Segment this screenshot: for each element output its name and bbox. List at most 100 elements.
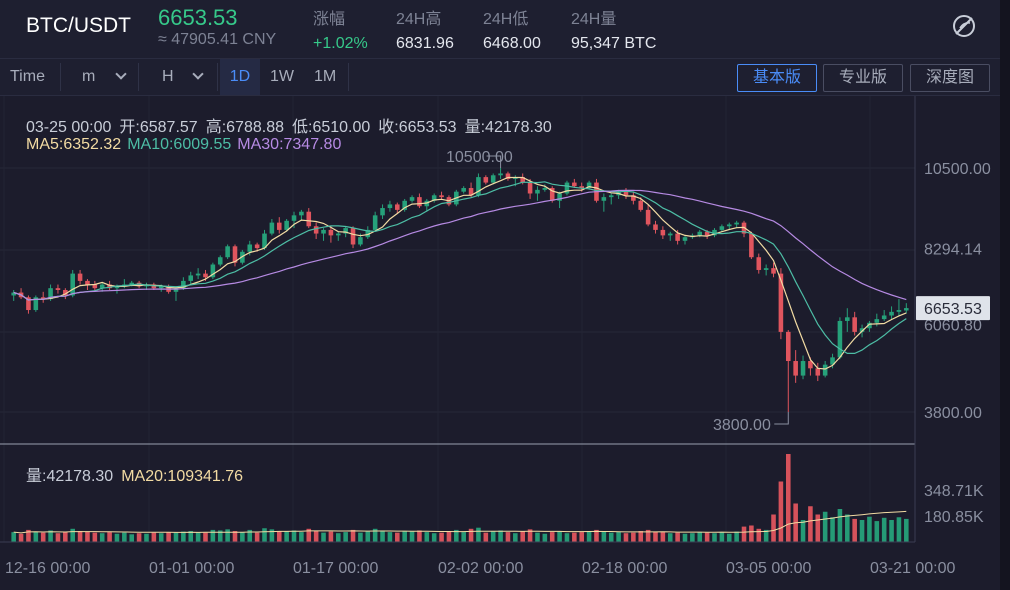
candle-body — [586, 182, 592, 189]
candle-body — [704, 231, 710, 236]
candle-body — [830, 357, 835, 365]
minute-dropdown-label: m — [82, 68, 96, 85]
volume-bar — [92, 532, 98, 542]
interval-1m[interactable]: 1M — [314, 68, 337, 85]
candle-body — [660, 229, 666, 236]
volume-bar — [690, 533, 695, 542]
candle-body — [195, 273, 201, 276]
volume-bar — [756, 528, 762, 542]
theme-toggle-icon[interactable] — [950, 12, 978, 40]
candle-body — [358, 237, 363, 245]
volume-bar — [734, 531, 739, 542]
volume-ma20-line — [13, 510, 907, 534]
volume-bar — [210, 529, 216, 542]
candle-body — [697, 231, 703, 236]
volume-bar — [881, 517, 887, 542]
view-depth-button[interactable]: 深度图 — [910, 64, 990, 92]
candle-body — [299, 211, 304, 216]
volume-bar — [173, 532, 179, 542]
candle-body — [380, 208, 385, 216]
interval-1w[interactable]: 1W — [270, 68, 294, 85]
candle-body — [63, 290, 68, 296]
volume-bar — [188, 531, 194, 542]
time-tick-label: 01-17 00:00 — [293, 560, 379, 577]
volume-bar — [771, 514, 776, 542]
volume-bar — [18, 533, 24, 542]
stat-change-value: +1.02% — [313, 35, 368, 52]
candle-body — [527, 182, 533, 194]
volume-bar — [26, 529, 31, 542]
ticker-header: BTC/USDT 6653.53 ≈ 47905.41 CNY 涨幅 +1.02… — [0, 0, 1000, 58]
volume-bar — [867, 516, 872, 542]
volume-bar — [409, 531, 415, 542]
interval-1d[interactable]: 1D — [220, 59, 260, 95]
volume-bar — [387, 532, 393, 542]
volume-bar — [306, 528, 312, 542]
volume-tick-label: 180.85K — [924, 509, 984, 526]
toolbar-divider — [217, 63, 218, 91]
volume-bar — [778, 481, 784, 542]
stat-24h-high: 24H高 6831.96 — [396, 5, 454, 53]
volume-bar — [40, 532, 46, 542]
hour-dropdown[interactable]: H — [162, 59, 204, 95]
candle-body — [778, 273, 784, 332]
volume-bar — [247, 529, 253, 542]
chart-axes: 3800.00 6060.80 8294.14 10500.00 6653.53 1050… — [0, 96, 991, 577]
price-tick-label: 10500.00 — [924, 161, 991, 178]
volume-bar — [623, 533, 629, 542]
volume-bar — [631, 532, 636, 542]
volume-bar — [321, 532, 326, 542]
readout-ma30: MA30:7347.80 — [237, 136, 342, 153]
view-basic-button[interactable]: 基本版 — [737, 64, 817, 92]
candle-body — [173, 288, 179, 292]
volume-bar — [395, 532, 400, 542]
trading-pair[interactable]: BTC/USDT — [26, 14, 131, 37]
volume-bar — [667, 533, 673, 542]
volume-bar — [99, 533, 105, 542]
hour-dropdown-label: H — [162, 68, 174, 85]
volume-bar — [328, 531, 334, 542]
candle-body — [498, 173, 503, 176]
candle-body — [129, 282, 135, 285]
candle-body — [158, 286, 164, 289]
volume-bar — [808, 506, 813, 542]
volume-bar — [291, 530, 297, 542]
candle-body — [476, 177, 481, 196]
candle-body — [247, 244, 253, 252]
candle-body — [461, 188, 466, 192]
view-pro-button[interactable]: 专业版 — [823, 64, 903, 92]
candle-body — [667, 233, 673, 236]
toolbar-divider — [348, 63, 349, 91]
candle-body — [181, 280, 186, 289]
candle-body — [490, 175, 496, 183]
minute-dropdown[interactable]: m — [82, 59, 127, 95]
volume-bar — [195, 532, 201, 542]
volume-bar — [262, 528, 267, 542]
volume-bar — [490, 531, 496, 542]
candlestick-chart[interactable]: 3800.00 6060.80 8294.14 10500.00 6653.53 1050… — [0, 96, 1000, 590]
candle-body — [874, 319, 880, 323]
time-tick-label: 01-01 00:00 — [149, 560, 235, 577]
readout-high: 高:6788.88 — [205, 119, 284, 136]
volume-bar — [439, 532, 444, 542]
candle-body — [33, 297, 39, 311]
volume-bar — [527, 529, 533, 542]
candle-body — [291, 215, 297, 221]
candle-body — [55, 288, 61, 290]
page-scrollbar[interactable] — [1000, 0, 1010, 590]
volume-bar — [749, 525, 754, 542]
volume-bar — [483, 532, 489, 542]
volume-bar — [815, 514, 821, 542]
toolbar-divider — [60, 63, 61, 91]
candle-body — [468, 188, 474, 196]
candle-body — [845, 317, 850, 321]
candle-body — [107, 284, 112, 289]
time-button[interactable]: Time — [10, 68, 45, 85]
candle-body — [365, 229, 371, 238]
volume-bar — [454, 529, 459, 542]
candle-body — [203, 273, 208, 278]
volume-bar — [431, 533, 437, 542]
volume-bar — [800, 520, 806, 542]
candle-body — [520, 177, 525, 183]
volume-bar — [579, 532, 585, 542]
